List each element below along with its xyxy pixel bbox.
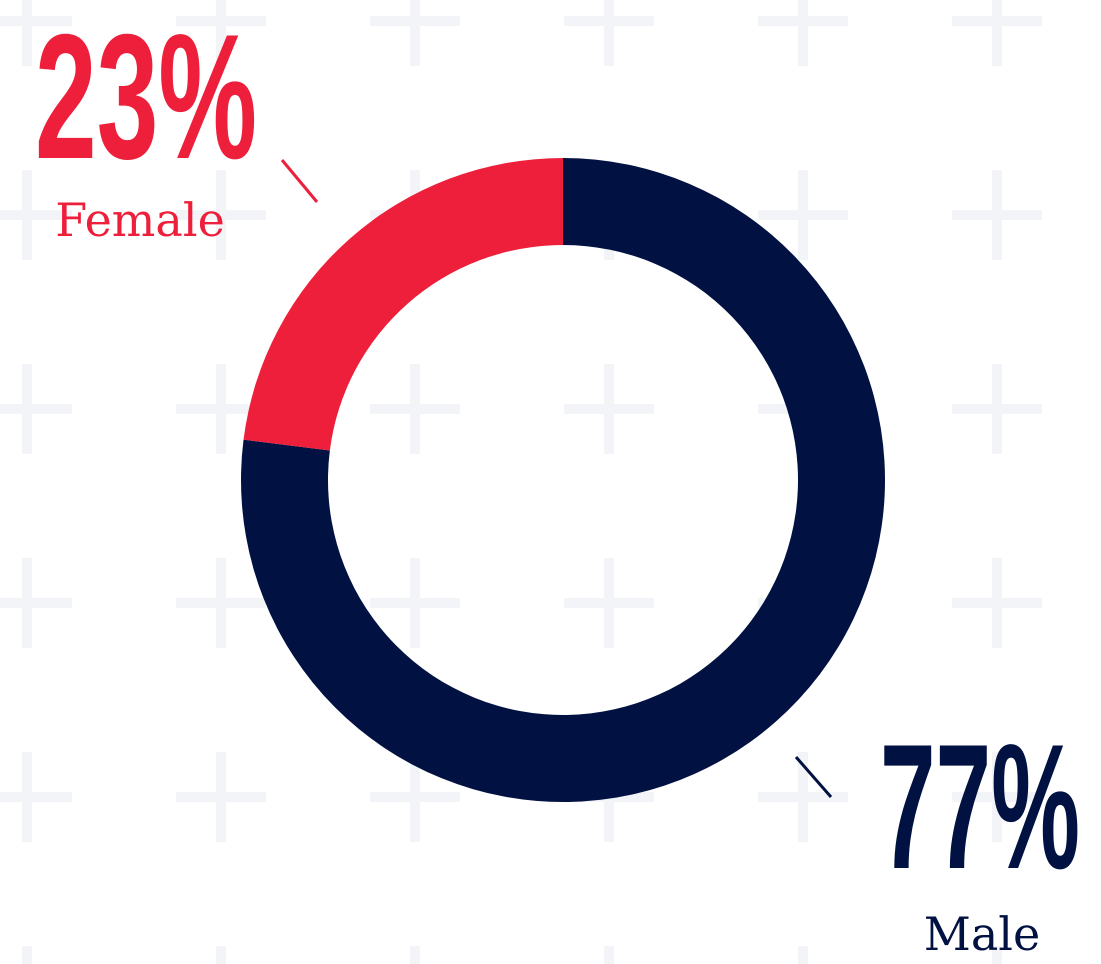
percent-label: 77% xyxy=(880,707,1080,906)
donut-segment xyxy=(243,158,563,451)
leader-line xyxy=(794,756,833,798)
leader-line xyxy=(280,159,319,203)
category-label: Male xyxy=(924,907,1040,961)
percent-label: 23% xyxy=(35,0,257,196)
category-label: Female xyxy=(55,193,225,247)
plot: 77%Male 23%Female xyxy=(35,0,1080,961)
